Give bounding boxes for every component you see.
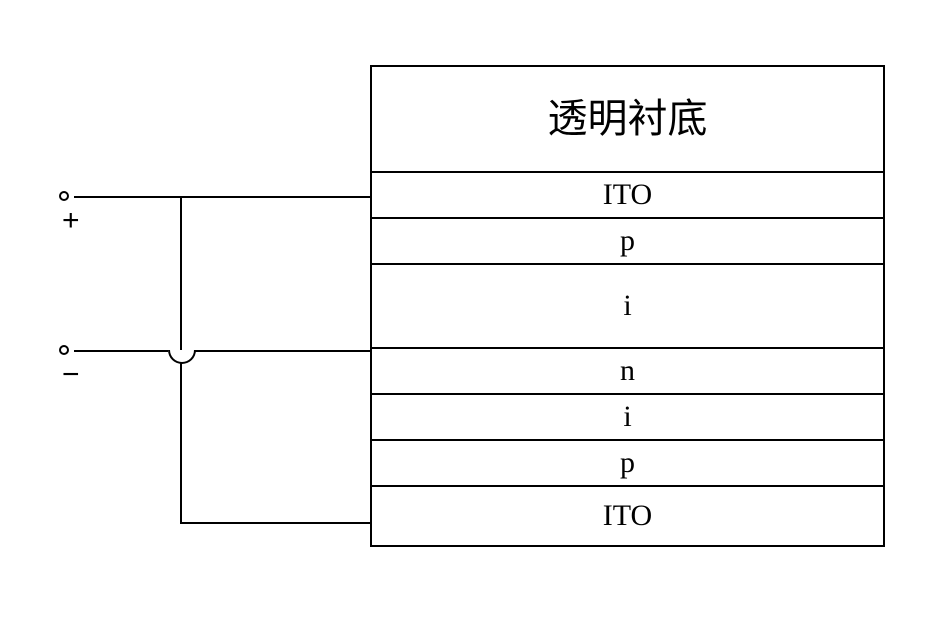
wire-hop xyxy=(168,350,196,364)
layer-label: ITO xyxy=(603,501,652,531)
layer-p-bottom: p xyxy=(372,441,883,487)
wire-minus-left xyxy=(74,350,168,352)
plus-terminal xyxy=(59,191,69,201)
layer-label: n xyxy=(620,356,635,386)
layer-label: p xyxy=(620,448,635,478)
layer-i-bottom: i xyxy=(372,395,883,441)
layer-i-top: i xyxy=(372,265,883,349)
layer-stack: 透明衬底 ITO p i n i p ITO xyxy=(370,65,885,547)
minus-terminal xyxy=(59,345,69,355)
wire-bottom-horizontal xyxy=(180,522,370,524)
plus-sign: + xyxy=(62,204,80,238)
layer-label: 透明衬底 xyxy=(548,99,708,139)
layer-ito-top: ITO xyxy=(372,173,883,219)
minus-sign: − xyxy=(62,358,80,392)
layer-label: ITO xyxy=(603,180,652,210)
layer-label: i xyxy=(623,291,631,321)
layer-p-top: p xyxy=(372,219,883,265)
layer-label: i xyxy=(623,402,631,432)
wire-minus-right xyxy=(194,350,370,352)
layer-label: p xyxy=(620,226,635,256)
layer-substrate: 透明衬底 xyxy=(372,67,883,173)
layer-n: n xyxy=(372,349,883,395)
layer-ito-bottom: ITO xyxy=(372,487,883,547)
wire-top-horizontal xyxy=(74,196,370,198)
